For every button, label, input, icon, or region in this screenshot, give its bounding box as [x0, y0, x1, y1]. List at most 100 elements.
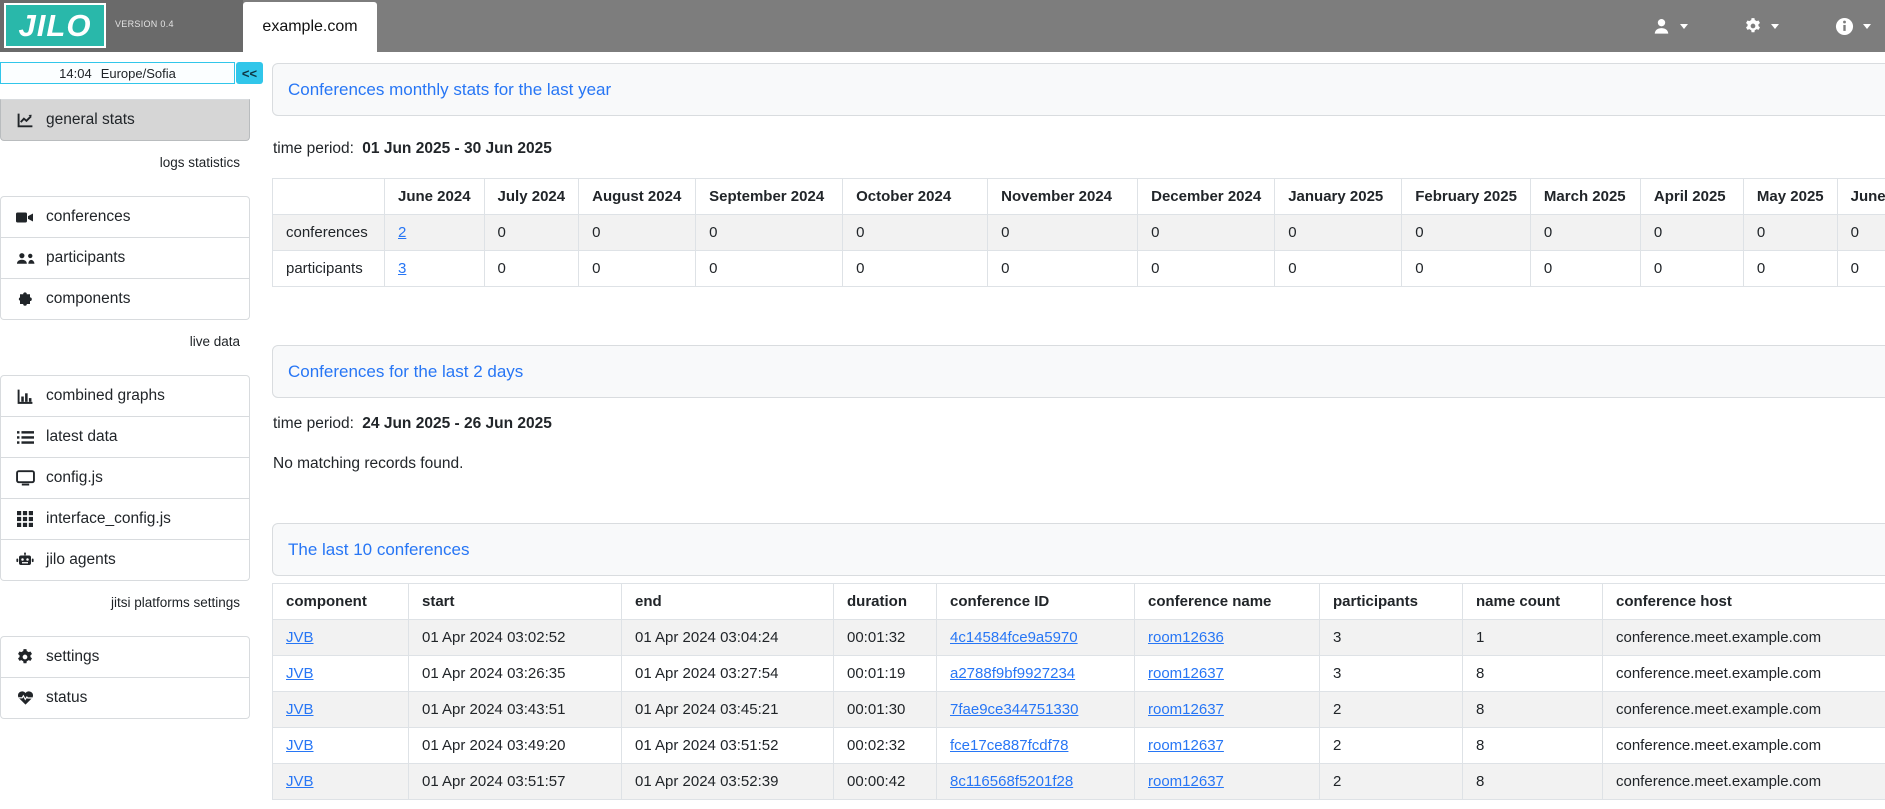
table-cell: participants: [272, 250, 385, 287]
monthly-stats-table: June 2024 July 2024 August 2024 September 2…: [272, 178, 1885, 287]
participant-count-link[interactable]: 3: [398, 260, 407, 277]
table-cell: 01 Apr 2024 03:26:35: [408, 655, 622, 692]
conference-name-link[interactable]: room12637: [1148, 665, 1224, 682]
sidebar-item-status[interactable]: status: [0, 678, 250, 719]
table-row: participants 3 0 0 0 0 0 0 0 0 0 0 0 0: [272, 250, 1885, 287]
sidebar-item-combined-graphs[interactable]: combined graphs: [0, 375, 250, 417]
sidebar-group: combined graphs latest data config.js inter…: [0, 375, 250, 581]
table-cell: November 2024: [987, 178, 1139, 215]
sidebar-item-general-stats[interactable]: general stats: [0, 99, 250, 141]
time-period-label: time period:: [273, 140, 354, 157]
table-cell: 00:01:30: [833, 691, 937, 728]
puzzle-icon: [14, 291, 36, 307]
table-cell: 0: [695, 214, 844, 251]
conference-name-link[interactable]: room12636: [1148, 629, 1224, 646]
sidebar-item-settings[interactable]: settings: [0, 636, 250, 678]
table-cell: start: [408, 583, 622, 620]
table-cell: 0: [1137, 214, 1276, 251]
table-cell: 3: [1319, 655, 1463, 692]
logo-text: JILO: [18, 8, 92, 43]
table-cell: 0: [1274, 214, 1403, 251]
clock-display: 14:04 Europe/Sofia: [0, 62, 235, 84]
sidebar-item-jilo-agents[interactable]: jilo agents: [0, 540, 250, 581]
conference-id-link[interactable]: 7fae9ce344751330: [950, 701, 1079, 718]
table-cell: conference ID: [936, 583, 1135, 620]
table-row: JVB 01 Apr 2024 03:43:51 01 Apr 2024 03:45…: [272, 691, 1885, 728]
table-cell: 00:02:32: [833, 727, 937, 764]
table-cell: 8: [1462, 763, 1603, 800]
table-row: JVB 01 Apr 2024 03:49:20 01 Apr 2024 03:51…: [272, 727, 1885, 764]
table-cell: 8c116568f5201f28: [936, 763, 1135, 800]
last-2-days-title-link[interactable]: Conferences for the last 2 days: [288, 361, 524, 381]
table-cell: 8: [1462, 727, 1603, 764]
conference-id-link[interactable]: a2788f9bf9927234: [950, 665, 1076, 682]
table-cell: 0: [1742, 214, 1838, 251]
conference-id-link[interactable]: 4c14584fce9a5970: [950, 629, 1078, 646]
conference-id-link[interactable]: fce17ce887fcdf78: [950, 737, 1069, 754]
sidebar-item-participants[interactable]: participants: [0, 238, 250, 279]
table-cell: 0: [1639, 214, 1744, 251]
main-content: Conferences monthly stats for the last y…: [263, 52, 1885, 809]
table-cell: 0: [483, 214, 580, 251]
table-cell: 0: [1836, 250, 1885, 287]
table-cell: JVB: [272, 619, 409, 656]
conference-name-link[interactable]: room12637: [1148, 773, 1224, 790]
tab-example-com[interactable]: example.com: [243, 2, 377, 52]
monitor-icon: [14, 470, 36, 486]
component-link[interactable]: JVB: [286, 773, 314, 790]
component-link[interactable]: JVB: [286, 629, 314, 646]
jilo-logo: JILO: [4, 3, 106, 48]
conference-name-link[interactable]: room12637: [1148, 737, 1224, 754]
table-cell: room12637: [1134, 655, 1320, 692]
sidebar-item-conferences[interactable]: conferences: [0, 196, 250, 238]
component-link[interactable]: JVB: [286, 701, 314, 718]
table-cell: 0: [1529, 250, 1641, 287]
sidebar-collapse-button[interactable]: <<: [236, 62, 263, 84]
conference-count-link[interactable]: 2: [398, 224, 407, 241]
sidebar-item-components[interactable]: components: [0, 279, 250, 320]
component-link[interactable]: JVB: [286, 665, 314, 682]
table-cell: JVB: [272, 655, 409, 692]
sidebar-group: conferences participants components: [0, 196, 250, 320]
last-10-conferences-title-link[interactable]: The last 10 conferences: [288, 539, 470, 559]
tab-label: example.com: [262, 18, 358, 35]
table-cell: 2: [384, 214, 485, 251]
table-cell: 0: [842, 250, 989, 287]
info-menu[interactable]: [1835, 17, 1871, 36]
sidebar-item-latest-data[interactable]: latest data: [0, 417, 250, 458]
table-cell: name count: [1462, 583, 1603, 620]
table-cell: June 2025: [1836, 178, 1885, 215]
table-cell: 0: [1836, 214, 1885, 251]
user-icon: [1652, 17, 1671, 36]
table-cell: December 2024: [1137, 178, 1276, 215]
component-link[interactable]: JVB: [286, 737, 314, 754]
table-cell: February 2025: [1401, 178, 1531, 215]
table-cell: 0: [1401, 250, 1531, 287]
table-cell: 01 Apr 2024 03:43:51: [408, 691, 622, 728]
table-cell: JVB: [272, 763, 409, 800]
table-cell: 0: [695, 250, 844, 287]
no-records-message: No matching records found.: [273, 455, 464, 472]
settings-menu[interactable]: [1744, 17, 1779, 35]
sidebar-item-label: general stats: [46, 111, 135, 128]
table-cell: room12637: [1134, 763, 1320, 800]
table-cell: 1: [1462, 619, 1603, 656]
table-cell: conference.meet.example.com: [1602, 727, 1885, 764]
clock-time: 14:04: [59, 65, 92, 81]
table-cell: conference.meet.example.com: [1602, 619, 1885, 656]
caret-down-icon: [1771, 23, 1779, 29]
table-cell: 0: [987, 214, 1139, 251]
table-cell: May 2025: [1742, 178, 1838, 215]
table-cell: 2: [1319, 763, 1463, 800]
table-cell: 00:01:32: [833, 619, 937, 656]
sidebar-item-config-js[interactable]: config.js: [0, 458, 250, 499]
table-cell: 01 Apr 2024 03:51:52: [621, 727, 834, 764]
monthly-stats-title-link[interactable]: Conferences monthly stats for the last y…: [288, 79, 612, 99]
conference-id-link[interactable]: 8c116568f5201f28: [950, 773, 1074, 790]
conference-name-link[interactable]: room12637: [1148, 701, 1224, 718]
sidebar-item-interface-config-js[interactable]: interface_config.js: [0, 499, 250, 540]
user-menu[interactable]: [1652, 17, 1688, 36]
table-cell: 01 Apr 2024 03:52:39: [621, 763, 834, 800]
table-cell: duration: [833, 583, 937, 620]
sidebar-item-label: latest data: [46, 428, 118, 445]
